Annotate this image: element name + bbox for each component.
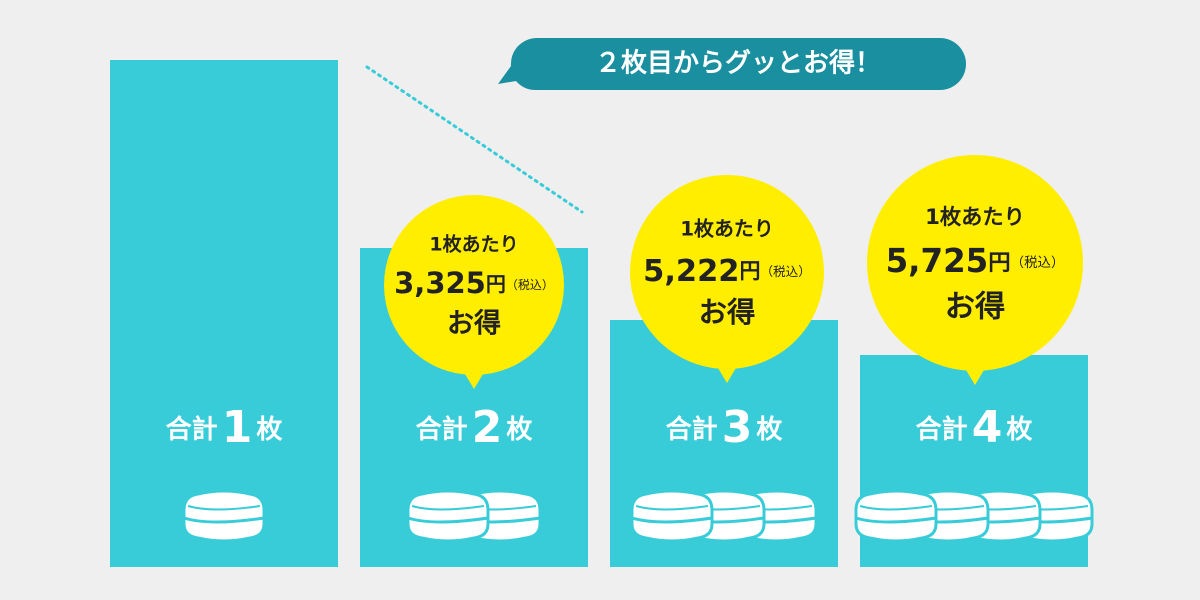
badge-tax: （税込） (760, 264, 810, 279)
column-bar (110, 60, 338, 567)
column-unit: 枚 (506, 415, 532, 445)
towel-fold (855, 516, 937, 524)
banner-text: ２枚目からグッとお得！ (595, 49, 881, 79)
badge-pointer (462, 369, 486, 389)
column-count: 4 (972, 402, 1003, 453)
badge-heading: 1枚あたり (925, 204, 1025, 230)
towel-fold (859, 505, 933, 511)
towel-fold (407, 516, 489, 524)
column-prefix: 合計 (166, 414, 218, 445)
towel-shape (182, 489, 266, 543)
badge-pointer (715, 363, 739, 383)
banner-bubble (498, 38, 966, 91)
towel-fold (411, 505, 485, 511)
column-prefix: 合計 (916, 414, 968, 445)
towel-icon (406, 489, 490, 543)
column-prefix: 合計 (666, 414, 718, 445)
badge-price: 5,725円（税込） (886, 242, 1065, 280)
towel-icon (854, 489, 938, 543)
price-badge (630, 175, 824, 369)
towel-fold (183, 516, 265, 524)
column-count: 3 (722, 402, 753, 453)
column-label: 合計1 枚 (166, 402, 283, 453)
badge-footer: お得 (447, 309, 501, 340)
column-count: 2 (472, 402, 503, 453)
column-unit: 枚 (1006, 415, 1032, 445)
towel-shape (854, 489, 938, 543)
badge-price: 5,222円（税込） (643, 254, 811, 289)
column-label: 合計4 枚 (916, 402, 1033, 453)
badge-footer: お得 (945, 289, 1005, 324)
towel-icon (182, 489, 266, 543)
badge-amount: 5,725 (886, 242, 989, 280)
towel-shape (406, 489, 490, 543)
badge-pointer (963, 365, 987, 385)
column-prefix: 合計 (416, 414, 468, 445)
price-badge (867, 155, 1083, 371)
column-count: 1 (222, 402, 253, 453)
column-unit: 枚 (256, 415, 282, 445)
badge-heading: 1枚あたり (680, 217, 774, 241)
badge-currency: 円 (988, 250, 1010, 276)
towel-fold (631, 516, 713, 524)
badge-currency: 円 (486, 272, 506, 296)
badge-tax: （税込） (506, 278, 554, 292)
badge-price: 3,325円（税込） (394, 266, 554, 300)
column-label: 合計2 枚 (416, 402, 533, 453)
badge-tax: （税込） (1011, 255, 1065, 271)
dotted-guide (365, 65, 584, 214)
towel-icon (630, 489, 714, 543)
towel-fold (635, 505, 709, 511)
badge-footer: お得 (699, 296, 756, 329)
towel-shape (630, 489, 714, 543)
column-label: 合計3 枚 (666, 402, 783, 453)
badge-currency: 円 (739, 259, 760, 283)
badge-amount: 5,222 (643, 254, 739, 289)
price-badge (384, 195, 564, 375)
towel-fold (187, 505, 261, 511)
badge-heading: 1枚あたり (429, 233, 518, 256)
column-unit: 枚 (756, 415, 782, 445)
badge-amount: 3,325 (394, 266, 486, 300)
